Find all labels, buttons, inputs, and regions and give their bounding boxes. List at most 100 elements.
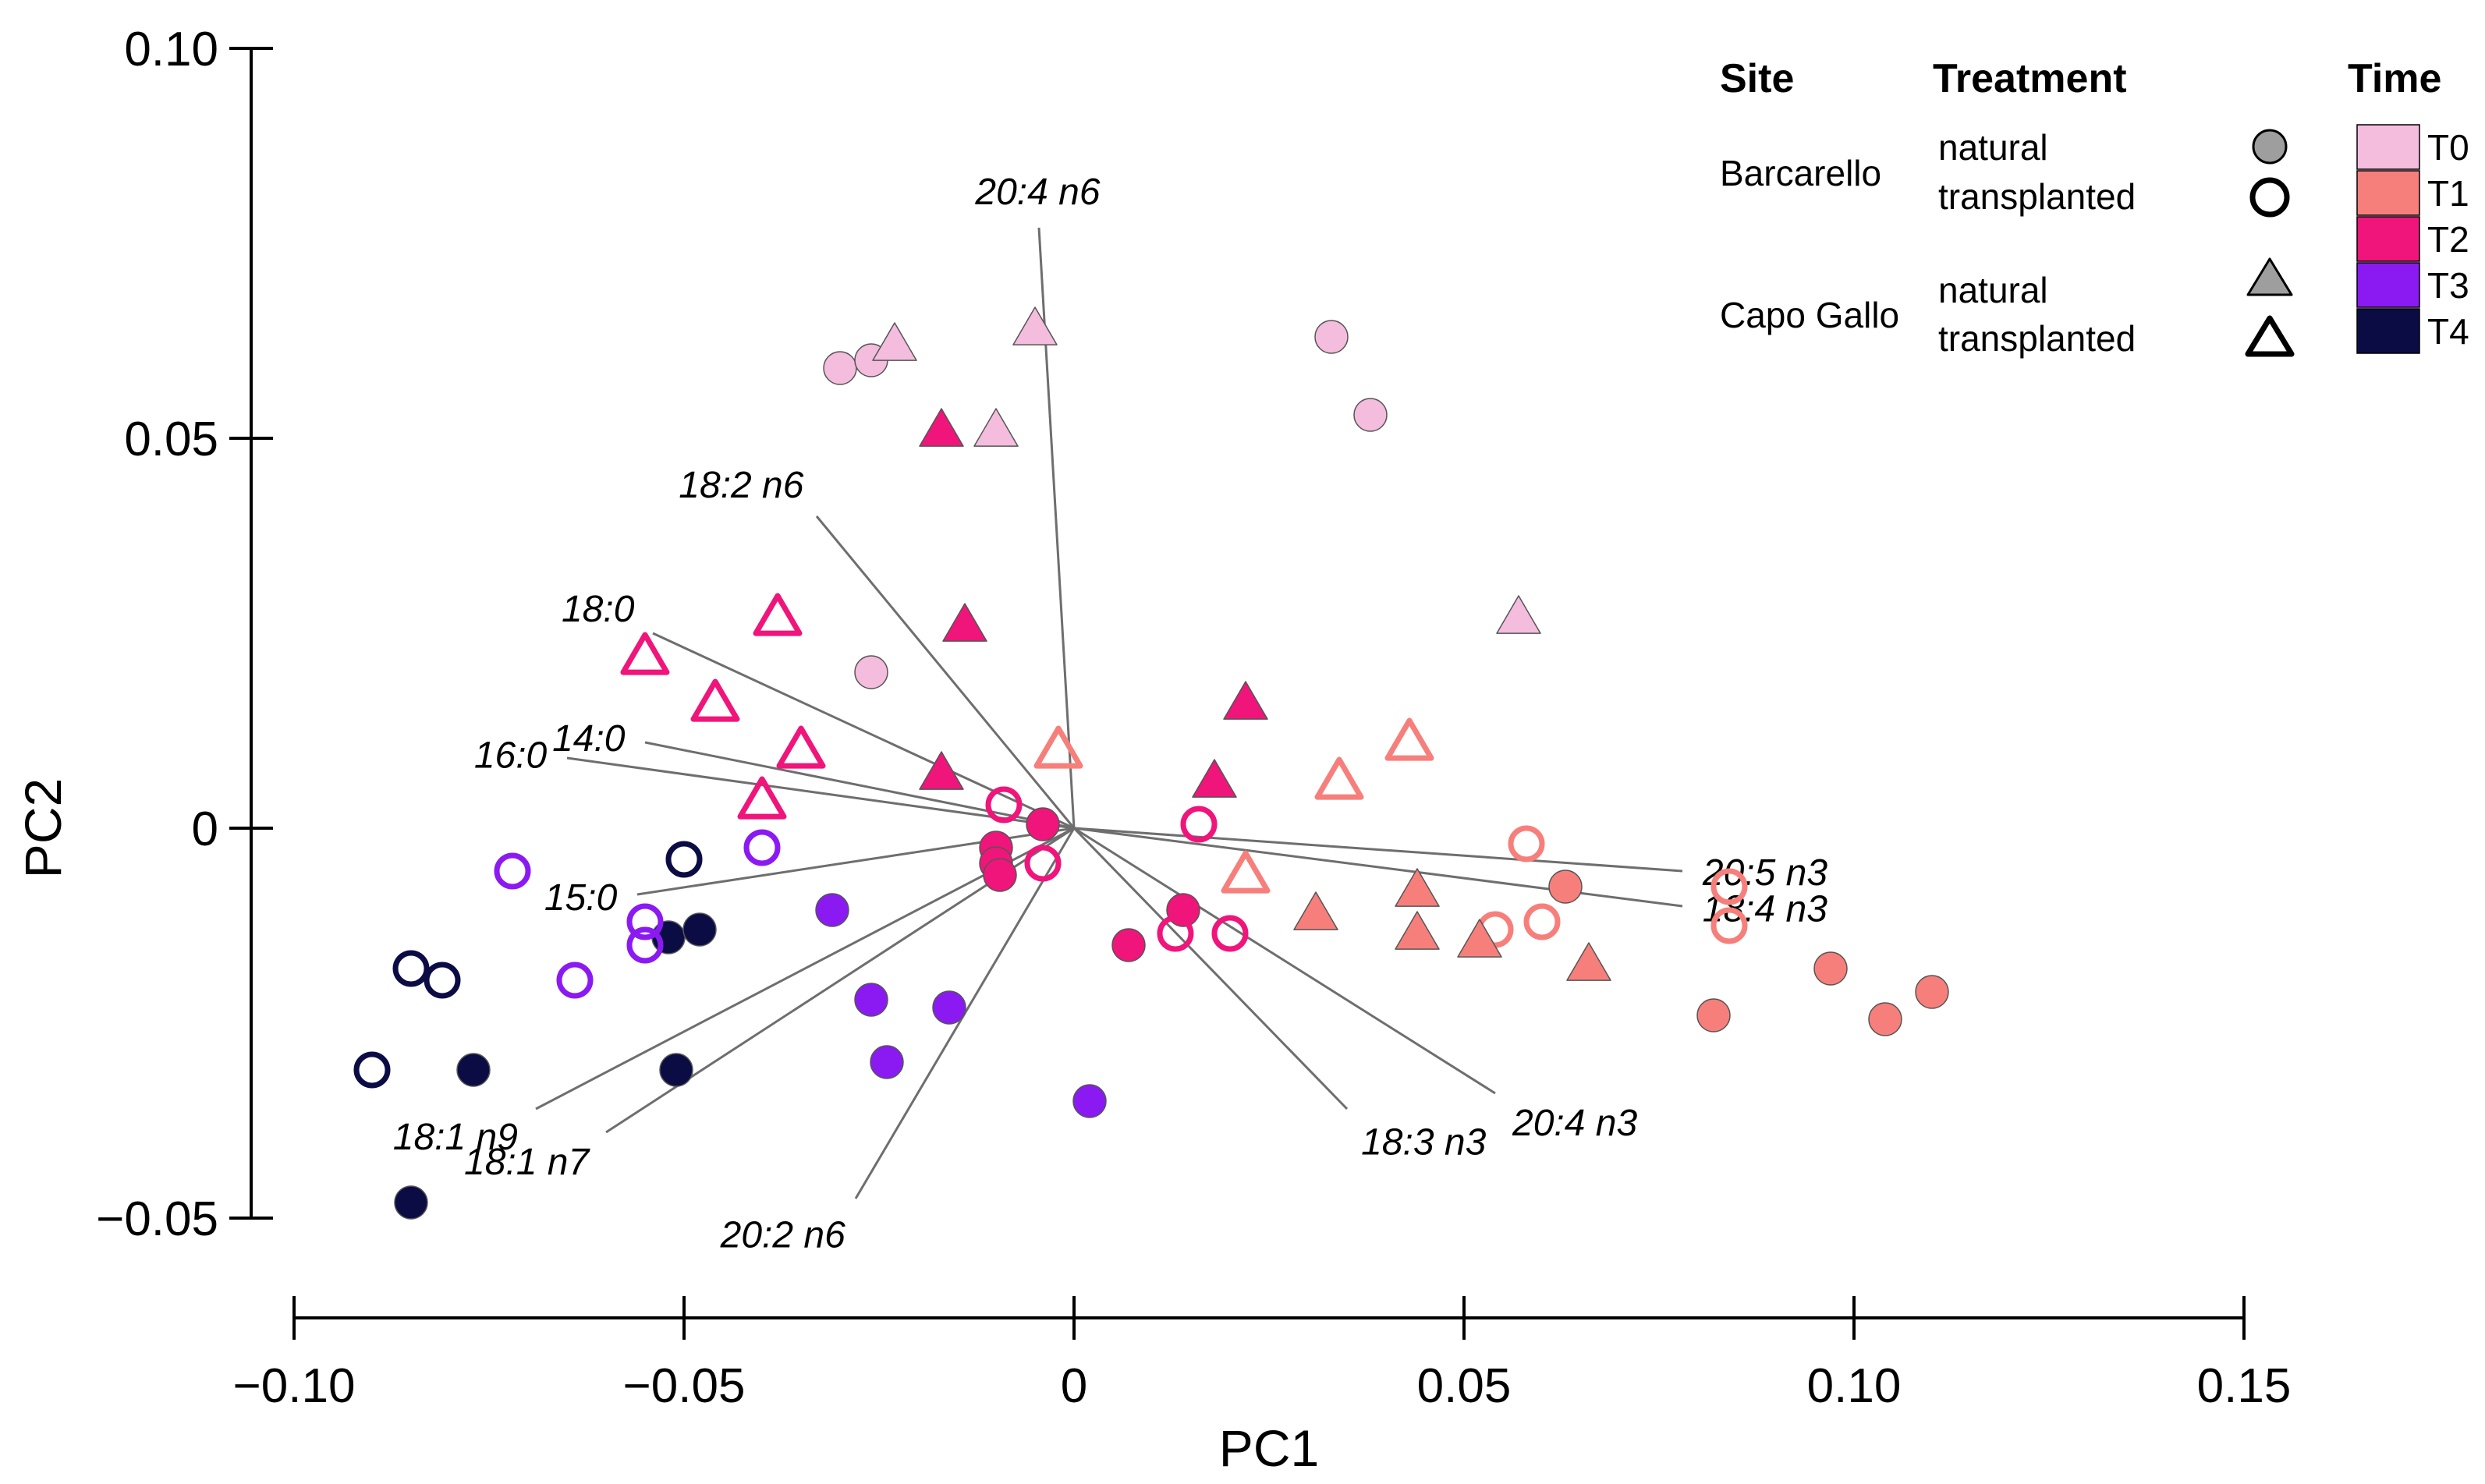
axes: −0.05 0 0.05 0.10 −0.10 −0.05 0 0.05 0.10 0.15 P…: [14, 23, 2291, 1477]
capo-gallo-transplanted-t2-point: [776, 725, 826, 769]
capo-gallo-natural-t1-point: [1457, 919, 1502, 958]
vector-label-20-4-n3: 20:4 n3: [1512, 1103, 1637, 1144]
barcarello-natural-t0-point: [1314, 320, 1349, 354]
capo-gallo-natural-t1-point: [1395, 911, 1440, 950]
vector-label-20-4-n6: 20:4 n6: [974, 172, 1100, 213]
y-axis-label: PC2: [14, 778, 72, 878]
y-ticks: −0.05 0 0.05 0.10: [96, 23, 273, 1246]
barcarello-transplanted-t4-point: [665, 841, 703, 878]
barcarello-natural-t1-point: [1548, 870, 1583, 904]
vector-line-18-4-n3: [1073, 827, 1683, 908]
barcarello-transplanted-t3-point: [494, 852, 531, 890]
vector-label-20-2-n6: 20:2 n6: [720, 1214, 845, 1256]
legend-label-t3: T3: [2427, 265, 2469, 306]
barcarello-transplanted-t1-point: [1523, 903, 1561, 940]
barcarello-transplanted-t2-point: [1024, 845, 1062, 882]
vector-line-20-5-n3: [1073, 827, 1683, 873]
capo-gallo-transplanted-t2-point: [737, 776, 787, 820]
x-tick-label: 0.05: [1417, 1359, 1512, 1413]
legend-swatch-t0: [2356, 124, 2420, 170]
vector-label-18-1-n7: 18:1 n7: [464, 1142, 590, 1183]
capo-gallo-transplanted-t1-point: [1033, 725, 1083, 769]
barcarello-natural-t3-point: [815, 893, 849, 927]
barcarello-transplanted-t3-point: [626, 903, 664, 940]
barcarello-transplanted-t4-point: [424, 962, 461, 999]
x-tick-label: 0: [1061, 1359, 1087, 1413]
capo-gallo-transplanted-t2-point: [690, 678, 740, 722]
barcarello-transplanted-t4-point: [392, 950, 430, 987]
x-tick-label: 0.10: [1807, 1359, 1902, 1413]
x-tick-label: −0.10: [233, 1359, 356, 1413]
capo-gallo-transplanted-t1-point: [1221, 850, 1271, 894]
data-points: [353, 306, 1949, 1220]
barcarello-transplanted-t2-point: [985, 786, 1023, 823]
barcarello-natural-t4-point: [456, 1053, 491, 1087]
barcarello-transplanted-t1-point: [1710, 868, 1748, 905]
barcarello-natural-t0-point: [1353, 398, 1388, 432]
barcarello-transplanted-t2-point: [1180, 806, 1218, 843]
legend-label-t0: T0: [2427, 127, 2469, 168]
legend-capo-gallo-transplanted: transplanted: [1938, 318, 2136, 359]
x-tick-label: −0.05: [623, 1359, 746, 1413]
legend-swatch-t4: [2356, 308, 2420, 354]
x-axis-label: PC1: [1219, 1419, 1319, 1477]
legend-filled-triangle-marker: [2246, 257, 2293, 296]
capo-gallo-transplanted-t2-point: [753, 593, 803, 636]
vector-line-20-4-n3: [1073, 827, 1496, 1095]
vector-label-14-0: 14:0: [552, 718, 626, 760]
vector-label-18-3-n3: 18:3 n3: [1361, 1122, 1486, 1163]
barcarello-transplanted-t3-point: [556, 962, 594, 999]
barcarello-natural-t3-point: [932, 990, 966, 1025]
vector-line-18-0: [652, 632, 1075, 830]
legend-label-t2: T2: [2427, 219, 2469, 260]
barcarello-transplanted-t4-point: [353, 1051, 391, 1089]
capo-gallo-transplanted-t1-point: [1314, 756, 1364, 800]
capo-gallo-natural-t0-point: [1496, 595, 1541, 634]
capo-gallo-transplanted-t1-point: [1384, 717, 1434, 761]
capo-gallo-natural-t2-point: [1192, 759, 1237, 798]
capo-gallo-natural-t2-point: [942, 603, 987, 642]
y-tick-label: 0: [192, 802, 218, 856]
barcarello-natural-t1-point: [1868, 1002, 1902, 1036]
vector-label-18-0: 18:0: [562, 589, 635, 630]
capo-gallo-natural-t0-point: [973, 408, 1019, 447]
barcarello-natural-t2-point: [1111, 928, 1146, 962]
legend-label-t1: T1: [2427, 173, 2469, 214]
capo-gallo-natural-t1-point: [1395, 868, 1440, 907]
vector-label-18-1-n9: 18:1 n9: [393, 1117, 518, 1158]
barcarello-transplanted-t3-point: [626, 926, 664, 964]
capo-gallo-natural-t0-point: [1012, 306, 1058, 345]
vector-label-16-0: 16:0: [474, 735, 548, 776]
y-tick-label: −0.05: [96, 1192, 218, 1246]
vector-line-14-0: [644, 741, 1075, 830]
capo-gallo-natural-t1-point: [1293, 891, 1338, 930]
legend-time-swatches: T0 T1 T2 T3 T4: [2356, 124, 2469, 354]
barcarello-natural-t0-point: [854, 655, 888, 689]
barcarello-natural-t0-point: [823, 351, 857, 385]
y-tick-label: 0.10: [124, 23, 218, 76]
capo-gallo-transplanted-t2-point: [620, 632, 670, 675]
capo-gallo-natural-t0-point: [872, 322, 917, 361]
vector-line-18-2-n6: [815, 515, 1076, 829]
barcarello-natural-t3-point: [870, 1045, 904, 1079]
legend-open-circle-marker: [2249, 177, 2290, 218]
legend-open-triangle-marker: [2245, 315, 2295, 357]
legend-label-t4: T4: [2427, 311, 2469, 352]
barcarello-transplanted-t1-point: [1710, 907, 1748, 944]
legend-filled-circle-marker: [2252, 129, 2288, 165]
barcarello-natural-t1-point: [1696, 998, 1731, 1032]
barcarello-transplanted-t3-point: [743, 829, 781, 866]
barcarello-natural-t2-point: [983, 858, 1017, 892]
legend-barcarello-natural: natural: [1938, 127, 2048, 168]
barcarello-natural-t4-point: [394, 1185, 428, 1220]
capo-gallo-natural-t2-point: [1223, 681, 1268, 720]
legend-swatch-t3: [2356, 262, 2420, 308]
legend-swatch-t1: [2356, 170, 2420, 216]
legend-swatch-t2: [2356, 216, 2420, 262]
barcarello-transplanted-t1-point: [1508, 825, 1545, 862]
legend-time-header: Time: [2348, 56, 2441, 101]
x-ticks: −0.10 −0.05 0 0.05 0.10 0.15: [233, 1296, 2291, 1413]
capo-gallo-natural-t1-point: [1566, 942, 1611, 981]
y-tick-label: 0.05: [124, 413, 218, 466]
